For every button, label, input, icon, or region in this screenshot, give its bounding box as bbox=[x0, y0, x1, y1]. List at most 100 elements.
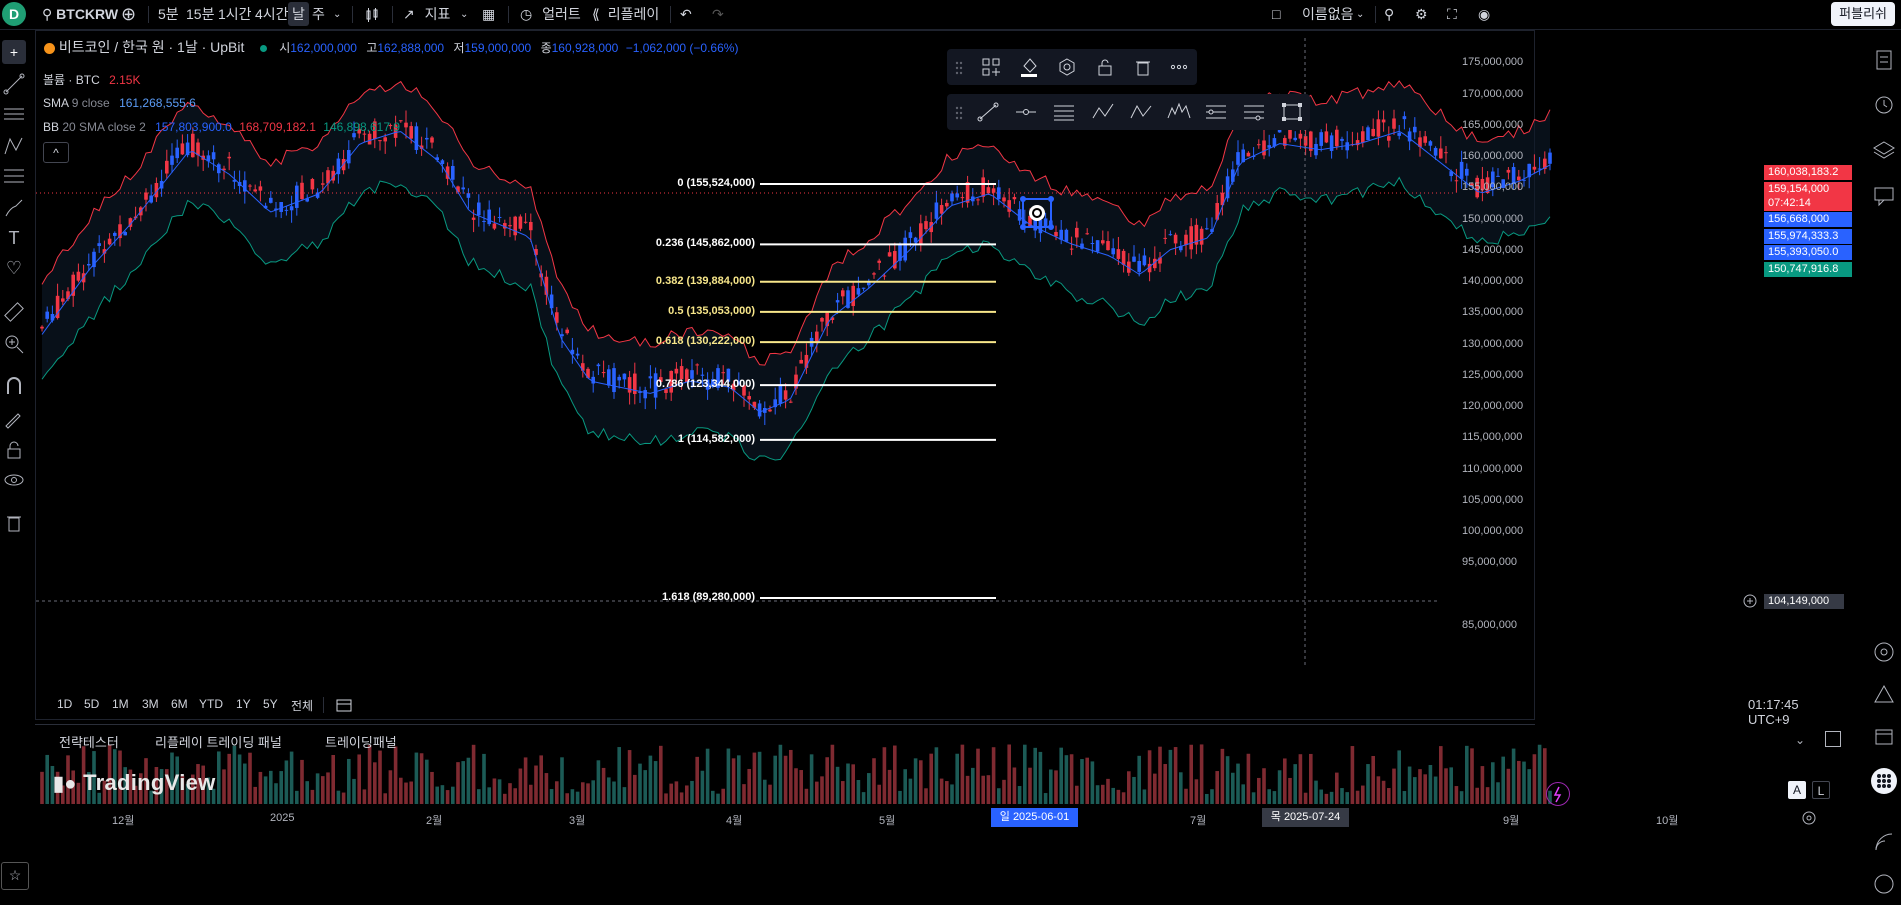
fib-levels-icon[interactable] bbox=[1243, 102, 1265, 122]
user-avatar[interactable]: D bbox=[2, 2, 26, 26]
horizontal-lines-icon[interactable] bbox=[2, 102, 26, 126]
redo-icon[interactable]: ↷ bbox=[712, 6, 724, 22]
candle-body bbox=[913, 237, 918, 243]
abcd-pattern-icon[interactable] bbox=[1129, 100, 1153, 122]
watchlist-icon[interactable] bbox=[1872, 48, 1896, 72]
unlock-icon[interactable] bbox=[1095, 57, 1115, 77]
lock-icon[interactable] bbox=[2, 438, 26, 462]
zoom-in-icon[interactable] bbox=[2, 332, 26, 356]
fullscreen-icon[interactable]: ⛶ bbox=[1447, 6, 1457, 22]
magnet-icon[interactable] bbox=[2, 374, 26, 398]
alert-button[interactable]: ◷ 얼러트 bbox=[520, 0, 581, 29]
sma-legend[interactable]: SMA 9 close 161,268,555.6 bbox=[43, 96, 196, 110]
range-all[interactable]: 전체 bbox=[291, 699, 314, 713]
tab-strategy-tester[interactable]: 전략테스터 bbox=[59, 735, 119, 750]
trend-line-icon[interactable] bbox=[2, 72, 26, 96]
fill-color-icon[interactable] bbox=[1019, 55, 1039, 77]
help-icon[interactable] bbox=[1872, 872, 1896, 896]
range-5d[interactable]: 5D bbox=[84, 697, 100, 711]
tab-trading-panel[interactable]: 트레이딩패널 bbox=[325, 735, 397, 750]
volume-bar bbox=[1433, 776, 1438, 804]
range-1d[interactable]: 1D bbox=[57, 697, 73, 711]
range-ytd[interactable]: YTD bbox=[199, 697, 223, 711]
candle-body bbox=[1101, 240, 1105, 244]
collapse-legend-button[interactable]: ^ bbox=[43, 142, 69, 163]
chat-icon[interactable] bbox=[1872, 184, 1896, 208]
tab-replay-trading-panel[interactable]: 리플레이 트레이딩 패널 bbox=[155, 735, 282, 750]
horizontal-ray-icon[interactable] bbox=[1015, 102, 1037, 122]
text-tool-icon[interactable]: T bbox=[8, 228, 20, 248]
lightning-icon[interactable] bbox=[1546, 782, 1570, 806]
pattern-icon[interactable] bbox=[2, 134, 26, 158]
compare-add-icon[interactable]: ⊕ bbox=[121, 4, 137, 24]
apps-grid-icon[interactable] bbox=[1871, 768, 1897, 794]
interval-5m[interactable]: 5분 bbox=[158, 6, 179, 22]
settings-gear-icon[interactable] bbox=[1057, 57, 1077, 77]
log-scale-button[interactable]: L bbox=[1812, 781, 1830, 799]
add-plus-icon[interactable] bbox=[1742, 593, 1758, 609]
layout-grid-icon[interactable]: ▦ bbox=[482, 6, 496, 22]
publish-button[interactable]: 퍼블리쉬 bbox=[1831, 2, 1895, 26]
crosshair-icon[interactable]: + bbox=[2, 40, 26, 64]
parallel-channel-icon[interactable] bbox=[1053, 102, 1075, 122]
triangle-icon[interactable] bbox=[1872, 682, 1896, 706]
replay-button[interactable]: ⟪ 리플레이 bbox=[592, 0, 659, 29]
chevron-down-icon[interactable]: ⌄ bbox=[1795, 733, 1806, 747]
layout-name[interactable]: 이름없음 bbox=[1302, 6, 1354, 22]
layers-icon[interactable] bbox=[1872, 138, 1896, 162]
range-5y[interactable]: 5Y bbox=[263, 697, 278, 711]
quick-search-icon[interactable]: ⚲ bbox=[1384, 6, 1395, 22]
interval-15m[interactable]: 15분 bbox=[186, 6, 215, 22]
indicators-button[interactable]: ↗ 지표 bbox=[403, 0, 450, 29]
favorite-star-icon[interactable]: ☆ bbox=[1, 862, 29, 890]
settings-gear-icon[interactable]: ⚙ bbox=[1415, 6, 1428, 22]
target-icon[interactable] bbox=[1872, 640, 1896, 664]
fib-tool-icon[interactable] bbox=[2, 164, 26, 188]
fib-anchor-handle[interactable] bbox=[1019, 195, 1055, 231]
more-options-icon[interactable] bbox=[1169, 57, 1189, 77]
brush-icon[interactable] bbox=[2, 196, 26, 220]
interval-4h[interactable]: 4시간 bbox=[255, 6, 289, 22]
undo-icon[interactable]: ↶ bbox=[680, 6, 692, 22]
trash-icon[interactable] bbox=[2, 510, 26, 534]
chart-pane[interactable] bbox=[35, 30, 1535, 720]
signal-icon[interactable] bbox=[1872, 830, 1896, 854]
range-3m[interactable]: 3M bbox=[142, 697, 159, 711]
symbol-title[interactable]: 비트코인 / 한국 원 · 1날 · UpBit bbox=[58, 39, 245, 55]
interval-1h[interactable]: 1시간 bbox=[218, 6, 252, 22]
chevron-down-icon[interactable]: ⌄ bbox=[1356, 9, 1365, 20]
range-1y[interactable]: 1Y bbox=[236, 697, 251, 711]
alert-clock-icon[interactable] bbox=[1872, 92, 1896, 116]
heart-icon[interactable]: ♡ bbox=[5, 258, 23, 278]
ruler-icon[interactable] bbox=[2, 300, 26, 324]
interval-1d[interactable]: 날 bbox=[288, 2, 309, 26]
time-axis-settings-icon[interactable] bbox=[1801, 810, 1817, 826]
volume-label: 볼륨 · BTC bbox=[43, 73, 100, 87]
template-icon[interactable] bbox=[981, 57, 1001, 77]
trend-line-icon[interactable] bbox=[977, 102, 999, 122]
fib-settings-icon[interactable] bbox=[1205, 102, 1227, 122]
candle-type-icon[interactable] bbox=[364, 0, 380, 29]
bb-legend[interactable]: BB 20 SMA close 2 157,803,900.0 168,709,… bbox=[43, 120, 400, 134]
interval-1w[interactable]: 주 bbox=[312, 6, 325, 22]
camera-icon[interactable]: ◉ bbox=[1478, 6, 1491, 22]
pencil-lock-icon[interactable] bbox=[2, 406, 26, 430]
xabcd-pattern-icon[interactable] bbox=[1091, 100, 1115, 122]
maximize-panel-icon[interactable] bbox=[1825, 731, 1841, 747]
volume-legend[interactable]: 볼륨 · BTC 2.15K bbox=[43, 71, 140, 88]
symbol-search[interactable]: ⚲ BTCKRW bbox=[42, 0, 118, 29]
range-1m[interactable]: 1M bbox=[112, 697, 129, 711]
calendar-icon[interactable] bbox=[1872, 724, 1896, 748]
elliott-wave-icon[interactable] bbox=[1167, 100, 1191, 122]
layout-square-icon[interactable]: □ bbox=[1272, 6, 1281, 22]
auto-scale-button[interactable]: A bbox=[1788, 781, 1806, 799]
chevron-down-icon[interactable]: ⌄ bbox=[333, 9, 342, 20]
go-to-date-icon[interactable] bbox=[335, 696, 353, 714]
rectangle-select-icon[interactable] bbox=[1281, 102, 1303, 122]
eye-icon[interactable] bbox=[2, 468, 26, 492]
chevron-down-icon[interactable]: ⌄ bbox=[460, 9, 469, 20]
clock-timezone[interactable]: 01:17:45 UTC+9 bbox=[1748, 697, 1799, 727]
delete-trash-icon[interactable] bbox=[1133, 57, 1153, 77]
range-6m[interactable]: 6M bbox=[171, 697, 188, 711]
